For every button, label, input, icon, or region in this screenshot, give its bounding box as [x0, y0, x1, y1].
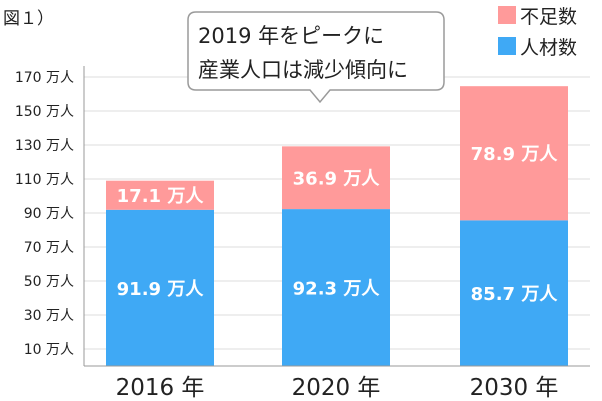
bar-segment-shortage — [106, 180, 214, 210]
bar-value-label-shortage: 78.9 万人 — [471, 144, 559, 165]
bar-segment-shortage — [282, 146, 390, 210]
x-category-label: 2016 年 — [116, 375, 205, 401]
figure-label: 図１） — [3, 9, 54, 29]
annotation-line-2: 産業人口は減少傾向に — [198, 58, 408, 82]
bar-value-label-shortage: 36.9 万人 — [293, 169, 381, 190]
y-tick-label: 110 万人 — [15, 172, 74, 188]
bar-value-label-workforce: 92.3 万人 — [293, 279, 381, 300]
y-tick-label: 50 万人 — [24, 274, 74, 290]
y-tick-label: 90 万人 — [24, 206, 74, 222]
y-tick-label: 130 万人 — [15, 138, 74, 154]
y-tick-labels: 10 万人 30 万人 50 万人 70 万人 90 万人 110 万人 130 万人 150… — [15, 70, 74, 358]
y-tick-label: 170 万人 — [15, 70, 74, 86]
axes — [83, 66, 590, 367]
legend-swatch-workforce — [498, 37, 516, 55]
y-tick-label: 10 万人 — [24, 342, 74, 358]
annotation-callout: 2019 年をピークに 産業人口は減少傾向に — [187, 11, 445, 104]
legend-label-shortage: 不足数 — [520, 6, 577, 28]
annotation-line-1: 2019 年をピークに — [198, 24, 384, 48]
bar-segment-workforce — [106, 209, 214, 366]
bar-segment-shortage — [460, 86, 568, 221]
x-category-labels: 2016 年 2020 年 2030 年 — [116, 375, 559, 401]
y-tick-label: 70 万人 — [24, 240, 74, 256]
bar-segment-workforce — [282, 209, 390, 366]
bar-segment-workforce — [460, 220, 568, 366]
legend-label-workforce: 人材数 — [520, 37, 577, 59]
x-category-label: 2020 年 — [292, 375, 381, 401]
bar-value-label-workforce: 91.9 万人 — [117, 279, 205, 300]
x-category-label: 2030 年 — [470, 375, 559, 401]
annotation-bubble — [187, 11, 445, 104]
bar-value-label-shortage: 17.1 万人 — [117, 186, 205, 207]
bar-value-label-workforce: 85.7 万人 — [471, 284, 559, 305]
y-tick-label: 30 万人 — [24, 308, 74, 324]
bars: 91.9 万人 17.1 万人 92.3 万人 36.9 万人 85.7 万人 78.9 … — [106, 86, 568, 366]
y-tick-label: 150 万人 — [15, 104, 74, 120]
legend-swatch-shortage — [498, 6, 516, 24]
legend: 不足数 人材数 — [498, 6, 577, 59]
